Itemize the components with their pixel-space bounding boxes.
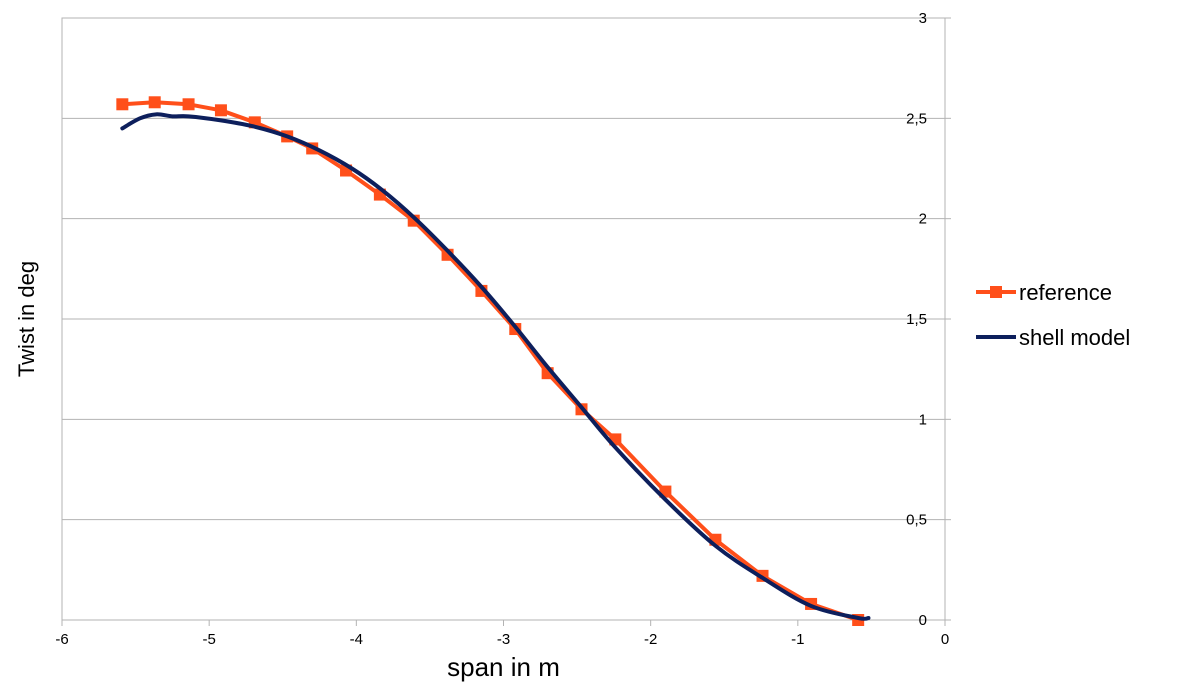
y-tick-label: 3 <box>919 10 927 27</box>
x-tick-label: -1 <box>791 631 804 648</box>
x-tick-label: -3 <box>497 631 510 648</box>
legend-item: shell model <box>976 325 1130 350</box>
x-axis-title: span in m <box>447 652 560 682</box>
legend: reference shell model <box>976 280 1130 350</box>
legend-label: shell model <box>1019 325 1130 350</box>
series-shell-model <box>120 112 871 621</box>
x-tick-label: -4 <box>350 631 363 648</box>
series-line <box>120 112 871 621</box>
legend-item: reference <box>976 280 1112 305</box>
y-tick-label: 0 <box>919 612 927 629</box>
series-line <box>120 100 861 622</box>
y-tick-label: 1 <box>919 411 927 428</box>
series-reference <box>116 96 865 626</box>
x-tick-label: -5 <box>202 631 215 648</box>
data-point <box>148 96 161 109</box>
data-point <box>116 98 129 111</box>
y-tick-label: 1,5 <box>906 311 927 328</box>
y-tick-labels: 0 0,5 1 1,5 2 2,5 3 <box>906 10 951 629</box>
x-tick-labels: -6 -5 -4 -3 -2 -1 0 <box>55 620 949 648</box>
x-tick-label: -6 <box>55 631 68 648</box>
x-tick-label: -2 <box>644 631 657 648</box>
series-layer <box>116 96 871 626</box>
legend-label: reference <box>1019 280 1112 305</box>
data-point <box>182 98 195 111</box>
y-tick-label: 0,5 <box>906 512 927 529</box>
y-tick-label: 2,5 <box>906 110 927 127</box>
x-tick-label: 0 <box>941 631 949 648</box>
y-tick-label: 2 <box>919 211 927 228</box>
legend-swatch-marker <box>990 286 1002 298</box>
data-point <box>214 104 227 117</box>
y-axis-title: Twist in deg <box>14 261 39 377</box>
